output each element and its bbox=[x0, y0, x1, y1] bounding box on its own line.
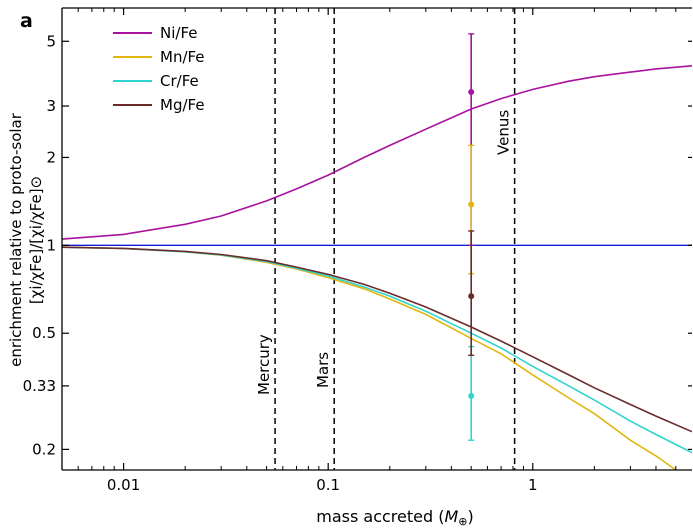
error-bars bbox=[468, 33, 475, 441]
series-line-cr-fe bbox=[62, 246, 692, 454]
series-line-mn-fe bbox=[62, 246, 678, 470]
y-axis-label-line2: [χi/χFe]/[χi/χFe]⊙ bbox=[27, 176, 45, 304]
x-tick-label: 1 bbox=[528, 476, 538, 494]
y-tick-label: 3 bbox=[46, 97, 56, 115]
data-point-mg-fe bbox=[468, 293, 475, 300]
y-tick-label: 0.2 bbox=[32, 440, 56, 458]
x-tick-label: 0.01 bbox=[107, 476, 140, 494]
data-point-ni-fe bbox=[468, 89, 475, 96]
y-tick-label: 0.5 bbox=[32, 324, 56, 342]
y-tick-label: 5 bbox=[46, 32, 56, 50]
legend: Ni/Fe Mn/Fe Cr/Fe Mg/Fe bbox=[113, 24, 205, 114]
x-tick-label: 0.1 bbox=[316, 476, 340, 494]
series-line-mg-fe bbox=[62, 246, 692, 433]
legend-label-cr-fe: Cr/Fe bbox=[160, 72, 199, 90]
planet-label-venus: Venus bbox=[495, 110, 513, 155]
data-point-cr-fe bbox=[468, 392, 475, 399]
y-tick-label: 1 bbox=[46, 236, 56, 254]
y-axis-label-line1: enrichment relative to proto-solar bbox=[7, 112, 25, 367]
series-lines bbox=[62, 65, 692, 470]
x-axis-label: mass accreted (M⊕) bbox=[316, 507, 474, 528]
legend-label-ni-fe: Ni/Fe bbox=[160, 24, 197, 42]
panel-label: a bbox=[20, 10, 33, 32]
y-tick-label: 0.33 bbox=[23, 377, 56, 395]
series-line-ni-fe bbox=[62, 65, 692, 240]
planet-lines: Mercury Mars Venus bbox=[255, 8, 516, 470]
legend-label-mn-fe: Mn/Fe bbox=[160, 48, 205, 66]
axes: 0.01 0.1 1 0.2 0.33 0.5 1 2 3 5 bbox=[23, 7, 692, 494]
y-tick-label: 2 bbox=[46, 148, 56, 166]
planet-label-mars: Mars bbox=[314, 352, 332, 388]
legend-label-mg-fe: Mg/Fe bbox=[160, 96, 205, 114]
data-point-mn-fe bbox=[468, 201, 475, 208]
planet-label-mercury: Mercury bbox=[255, 334, 273, 395]
